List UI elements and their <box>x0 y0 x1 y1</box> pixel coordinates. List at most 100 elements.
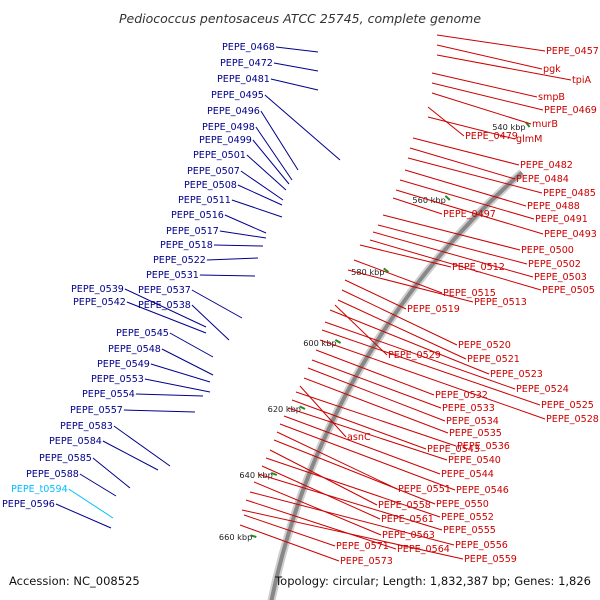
gene-label-right[interactable]: PEPE_0573 <box>340 556 393 567</box>
gene-label-right[interactable]: PEPE_0543 <box>427 444 480 455</box>
gene-label-left[interactable]: PEPE_0517 <box>166 226 219 237</box>
gene-label-left[interactable]: PEPE_0585 <box>39 453 92 464</box>
gene-label-right[interactable]: PEPE_0482 <box>520 160 573 171</box>
gene-label-right[interactable]: PEPE_0484 <box>516 174 569 185</box>
gene-label-right[interactable]: PEPE_0534 <box>446 416 499 427</box>
gene-label-right[interactable]: PEPE_0497 <box>443 209 496 220</box>
gene-label-left[interactable]: PEPE_0542 <box>73 297 126 308</box>
gene-label-right[interactable]: PEPE_0493 <box>544 229 597 240</box>
gene-label-right[interactable]: PEPE_0550 <box>436 499 489 510</box>
gene-label-left[interactable]: PEPE_0498 <box>202 122 255 133</box>
gene-label-right[interactable]: PEPE_0519 <box>407 304 460 315</box>
gene-label-left[interactable]: PEPE_0496 <box>207 106 260 117</box>
gene-label-left[interactable]: PEPE_0545 <box>116 328 169 339</box>
gene-label-right[interactable]: PEPE_0532 <box>435 390 488 401</box>
gene-label-right[interactable]: PEPE_0488 <box>527 201 580 212</box>
gene-label-left[interactable]: PEPE_0481 <box>217 74 270 85</box>
gene-label-right[interactable]: PEPE_0457 <box>546 46 599 57</box>
gene-label-left[interactable]: PEPE_0522 <box>153 255 206 266</box>
gene-label-right[interactable]: PEPE_0535 <box>449 428 502 439</box>
gene-label-right[interactable]: PEPE_0544 <box>441 469 494 480</box>
gene-label-right[interactable]: PEPE_0529 <box>388 350 441 361</box>
gene-label-right[interactable]: PEPE_0546 <box>456 485 509 496</box>
leader-line <box>392 197 443 215</box>
gene-label-left[interactable]: PEPE_0538 <box>138 300 191 311</box>
gene-label-right[interactable]: PEPE_0533 <box>442 403 495 414</box>
gene-label-right[interactable]: PEPE_0551 <box>398 484 451 495</box>
gene-label-left[interactable]: PEPE_0495 <box>211 90 264 101</box>
gene-label-right[interactable]: PEPE_0513 <box>474 297 527 308</box>
gene-label-right[interactable]: PEPE_0524 <box>516 384 569 395</box>
gene-label-right[interactable]: smpB <box>538 92 565 103</box>
gene-label-left[interactable]: PEPE_0584 <box>49 436 102 447</box>
leader-line <box>321 329 541 406</box>
tick-mark <box>270 471 278 476</box>
gene-label-right[interactable]: PEPE_0521 <box>467 354 520 365</box>
gene-label-right[interactable]: PEPE_0520 <box>458 340 511 351</box>
gene-label-left[interactable]: PEPE_0507 <box>187 166 240 177</box>
genome-backbone <box>269 170 524 600</box>
gene-label-right[interactable]: PEPE_0505 <box>542 285 595 296</box>
gene-label-right[interactable]: PEPE_0485 <box>543 188 596 199</box>
gene-label-left[interactable]: PEPE_0553 <box>91 374 144 385</box>
gene-label-left[interactable]: PEPE_0537 <box>138 285 191 296</box>
leader-line <box>359 244 452 268</box>
gene-label-right[interactable]: PEPE_0556 <box>455 540 508 551</box>
gene-label-right[interactable]: PEPE_0552 <box>441 512 494 523</box>
gene-label-left[interactable]: PEPE_0516 <box>171 210 224 221</box>
gene-label-right[interactable]: PEPE_0491 <box>535 214 588 225</box>
gene-label-left[interactable]: PEPE_0508 <box>184 180 237 191</box>
gene-label-left[interactable]: PEPE_0511 <box>178 195 231 206</box>
gene-labels[interactable]: PEPE_0468 PEPE_0472 PEPE_0481 PEPE_0495 PEPE… <box>2 42 599 567</box>
gene-label-left[interactable]: PEPE_0557 <box>70 405 123 416</box>
gene-label-right[interactable]: PEPE_0525 <box>541 400 594 411</box>
leader-line <box>249 491 455 546</box>
gene-label-left[interactable]: PEPE_0549 <box>97 359 150 370</box>
gene-label-right[interactable]: PEPE_0536 <box>457 441 510 452</box>
gene-label-right[interactable]: PEPE_0555 <box>443 525 496 536</box>
gene-label-right[interactable]: PEPE_0564 <box>397 544 450 555</box>
leader-line <box>264 94 341 161</box>
gene-label-left[interactable]: PEPE_0518 <box>160 240 213 251</box>
gene-label-left[interactable]: PEPE_0583 <box>60 421 113 432</box>
gene-label-right[interactable]: asnC <box>347 432 371 443</box>
gene-label-left[interactable]: PEPE_0468 <box>222 42 275 53</box>
gene-label-right[interactable]: PEPE_0515 <box>443 288 496 299</box>
leader-line <box>431 82 544 111</box>
gene-label-left[interactable]: PEPE_0548 <box>108 344 161 355</box>
leader-line <box>431 72 538 98</box>
gene-label-right[interactable]: PEPE_0561 <box>381 514 434 525</box>
gene-label-right[interactable]: PEPE_0469 <box>544 105 597 116</box>
gene-label-right[interactable]: PEPE_0559 <box>464 554 517 565</box>
gene-label-left[interactable]: PEPE_0499 <box>199 135 252 146</box>
leader-line <box>255 126 293 181</box>
gene-label-right[interactable]: PEPE_0503 <box>534 272 587 283</box>
gene-label-right[interactable]: glmM <box>516 134 542 145</box>
gene-label-left[interactable]: PEPE_0588 <box>26 469 79 480</box>
gene-label-left[interactable]: PEPE_0539 <box>71 284 124 295</box>
leader-line <box>409 147 516 180</box>
gene-label-left[interactable]: PEPE_0472 <box>220 58 273 69</box>
gene-label-left[interactable]: PEPE_t0594 <box>11 484 68 495</box>
gene-label-right[interactable]: PEPE_0512 <box>452 262 505 273</box>
gene-label-right[interactable]: PEPE_0563 <box>382 530 435 541</box>
gene-label-right[interactable]: PEPE_0558 <box>378 500 431 511</box>
gene-label-right[interactable]: murB <box>532 119 558 130</box>
gene-label-left[interactable]: PEPE_0554 <box>82 389 135 400</box>
gene-label-right[interactable]: PEPE_0540 <box>448 455 501 466</box>
gene-label-right[interactable]: PEPE_0523 <box>490 369 543 380</box>
gene-label-right[interactable]: tpiA <box>572 75 592 86</box>
gene-label-right[interactable]: PEPE_0528 <box>546 414 599 425</box>
gene-label-left[interactable]: PEPE_0531 <box>146 270 199 281</box>
gene-label-right[interactable]: PEPE_0500 <box>521 245 574 256</box>
gene-label-left[interactable]: PEPE_0501 <box>193 150 246 161</box>
gene-label-right[interactable]: pgk <box>543 64 561 75</box>
gene-label-right[interactable]: PEPE_0571 <box>336 541 389 552</box>
gene-label-left[interactable]: PEPE_0596 <box>2 499 55 510</box>
leader-line <box>382 214 521 251</box>
gene-label-right[interactable]: PEPE_0479 <box>465 131 518 142</box>
leader-line <box>113 425 171 467</box>
leader-line <box>219 230 267 239</box>
gene-label-right[interactable]: PEPE_0502 <box>528 259 581 270</box>
